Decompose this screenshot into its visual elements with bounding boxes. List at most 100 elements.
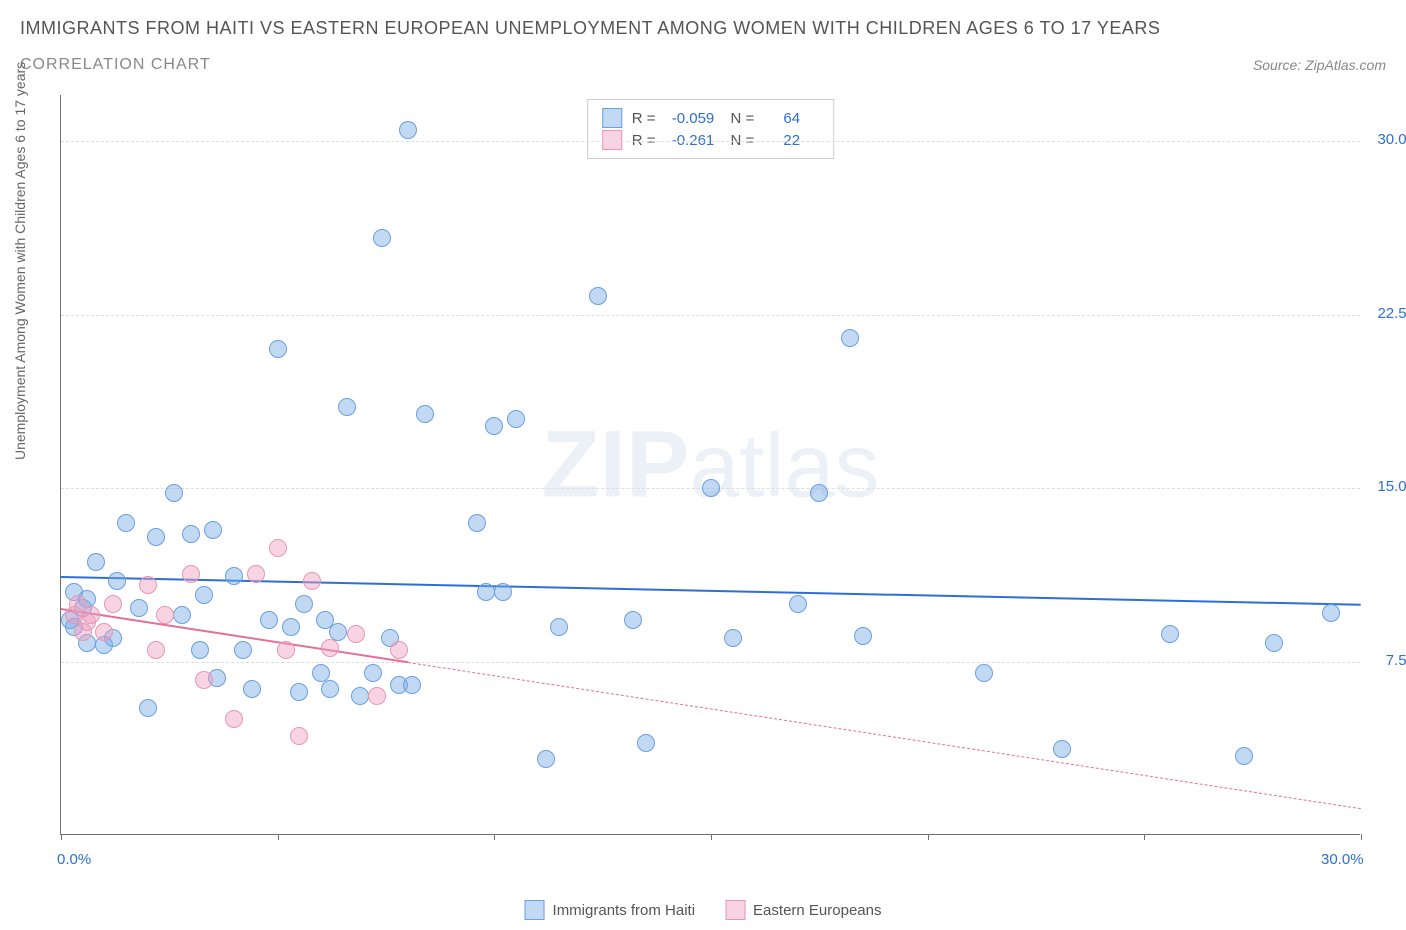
stats-box: R = -0.059 N = 64 R = -0.261 N = 22	[587, 99, 835, 159]
gridline	[61, 662, 1360, 663]
data-point	[269, 539, 287, 557]
data-point	[416, 405, 434, 423]
data-point	[364, 664, 382, 682]
x-tick-mark	[711, 834, 712, 840]
r-value-2: -0.261	[666, 132, 721, 149]
data-point	[321, 639, 339, 657]
data-point	[130, 599, 148, 617]
data-point	[234, 641, 252, 659]
n-label: N =	[731, 110, 755, 127]
data-point	[841, 329, 859, 347]
x-tick-mark	[61, 834, 62, 840]
data-point	[147, 641, 165, 659]
stats-row-2: R = -0.261 N = 22	[602, 130, 820, 150]
data-point	[399, 121, 417, 139]
r-label: R =	[632, 132, 656, 149]
data-point	[351, 687, 369, 705]
data-point	[338, 398, 356, 416]
chart-subtitle: CORRELATION CHART	[20, 56, 211, 74]
data-point	[173, 606, 191, 624]
gridline	[61, 315, 1360, 316]
data-point	[810, 484, 828, 502]
data-point	[485, 417, 503, 435]
y-tick-label: 22.5%	[1377, 305, 1406, 322]
x-tick-label: 0.0%	[57, 851, 91, 868]
legend-label-1: Immigrants from Haiti	[553, 902, 696, 919]
data-point	[390, 641, 408, 659]
data-point	[243, 680, 261, 698]
n-label: N =	[731, 132, 755, 149]
data-point	[147, 528, 165, 546]
legend-label-2: Eastern Europeans	[753, 902, 881, 919]
x-tick-label: 30.0%	[1321, 851, 1364, 868]
data-point	[156, 606, 174, 624]
data-point	[702, 479, 720, 497]
y-tick-label: 30.0%	[1377, 131, 1406, 148]
watermark: ZIPatlas	[542, 410, 880, 519]
data-point	[269, 340, 287, 358]
data-point	[87, 553, 105, 571]
data-point	[290, 727, 308, 745]
x-tick-mark	[278, 834, 279, 840]
gridline	[61, 141, 1360, 142]
x-tick-mark	[494, 834, 495, 840]
data-point	[1322, 604, 1340, 622]
data-point	[637, 734, 655, 752]
data-point	[507, 410, 525, 428]
data-point	[347, 625, 365, 643]
n-value-2: 22	[764, 132, 819, 149]
y-axis-label: Unemployment Among Women with Children A…	[12, 62, 28, 460]
plot-area: ZIPatlas R = -0.059 N = 64 R = -0.261 N …	[60, 95, 1360, 835]
data-point	[95, 623, 113, 641]
data-point	[494, 583, 512, 601]
swatch-series-1-icon	[525, 900, 545, 920]
data-point	[329, 623, 347, 641]
data-point	[624, 611, 642, 629]
data-point	[303, 572, 321, 590]
legend-item-2: Eastern Europeans	[725, 900, 881, 920]
data-point	[108, 572, 126, 590]
y-tick-label: 7.5%	[1386, 652, 1406, 669]
r-label: R =	[632, 110, 656, 127]
data-point	[537, 750, 555, 768]
data-point	[724, 629, 742, 647]
data-point	[277, 641, 295, 659]
data-point	[182, 565, 200, 583]
n-value-1: 64	[764, 110, 819, 127]
data-point	[550, 618, 568, 636]
x-tick-mark	[928, 834, 929, 840]
data-point	[182, 525, 200, 543]
source-label: Source: ZipAtlas.com	[1253, 57, 1386, 73]
data-point	[373, 229, 391, 247]
swatch-series-2-icon	[602, 130, 622, 150]
data-point	[295, 595, 313, 613]
legend-item-1: Immigrants from Haiti	[525, 900, 696, 920]
stats-row-1: R = -0.059 N = 64	[602, 108, 820, 128]
data-point	[82, 606, 100, 624]
data-point	[789, 595, 807, 613]
data-point	[104, 595, 122, 613]
data-point	[1053, 740, 1071, 758]
y-tick-label: 15.0%	[1377, 478, 1406, 495]
data-point	[282, 618, 300, 636]
data-point	[1235, 747, 1253, 765]
data-point	[975, 664, 993, 682]
r-value-1: -0.059	[666, 110, 721, 127]
data-point	[468, 514, 486, 532]
x-tick-mark	[1144, 834, 1145, 840]
data-point	[1161, 625, 1179, 643]
chart-title: IMMIGRANTS FROM HAITI VS EASTERN EUROPEA…	[20, 18, 1386, 39]
swatch-series-2-icon	[725, 900, 745, 920]
data-point	[191, 641, 209, 659]
data-point	[403, 676, 421, 694]
data-point	[290, 683, 308, 701]
data-point	[195, 586, 213, 604]
swatch-series-1-icon	[602, 108, 622, 128]
data-point	[1265, 634, 1283, 652]
data-point	[854, 627, 872, 645]
data-point	[204, 521, 222, 539]
x-tick-mark	[1361, 834, 1362, 840]
data-point	[260, 611, 278, 629]
data-point	[321, 680, 339, 698]
data-point	[139, 576, 157, 594]
